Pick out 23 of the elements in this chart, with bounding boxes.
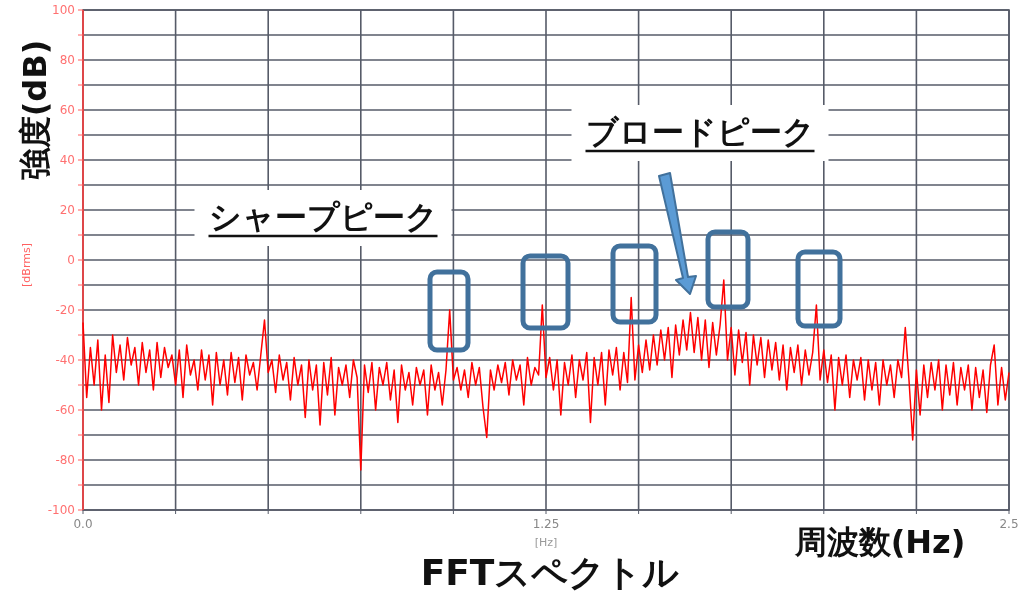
- y-tick-label: -20: [55, 303, 75, 317]
- y-tick-label: 80: [59, 53, 75, 67]
- y-tick-label: 100: [52, 3, 75, 17]
- text: [Hz]: [534, 536, 558, 549]
- y-axis-title: 強度(dB): [16, 39, 54, 181]
- y-tick-label: 40: [59, 153, 75, 167]
- y-tick-label: -100: [47, 503, 75, 517]
- x-tick-label: 2.5: [999, 517, 1019, 531]
- y-tick-label: -40: [55, 353, 75, 367]
- x-tick-label: 0.0: [73, 517, 93, 531]
- x-tick-label: 1.25: [532, 517, 560, 531]
- annotation: ブロードピーク: [571, 105, 829, 161]
- y-tick-label: -80: [55, 453, 75, 467]
- text: FFTスペクトル: [420, 552, 680, 593]
- text: [dBrms]: [20, 243, 33, 287]
- y-tick-label: -60: [55, 403, 75, 417]
- annotation: シャープピーク: [208, 198, 438, 236]
- x-axis-title: 周波数(Hz): [793, 523, 966, 561]
- y-tick-label: 20: [59, 203, 75, 217]
- annotation: ブロードピーク: [585, 113, 815, 151]
- y-tick-label: 0: [67, 253, 75, 267]
- y-tick-label: 60: [59, 103, 75, 117]
- annotation: シャープピーク: [194, 190, 452, 246]
